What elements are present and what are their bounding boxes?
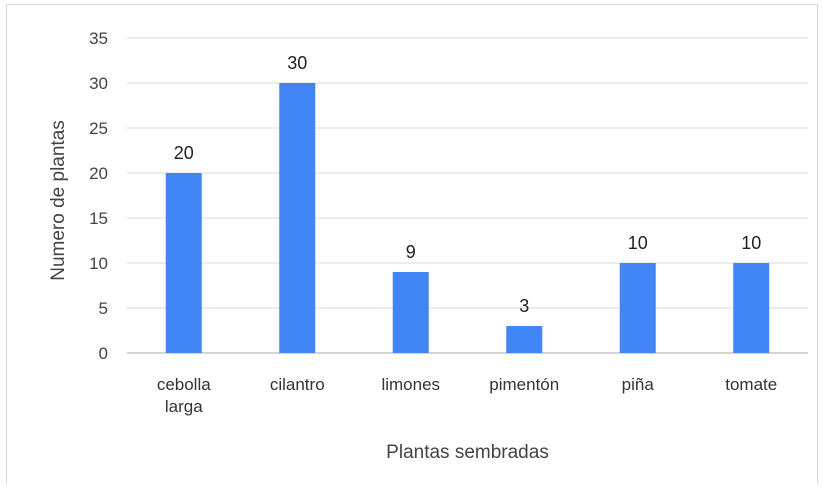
x-tick-label: cebolla [157, 375, 211, 394]
bar [733, 263, 770, 353]
x-tick-label: cilantro [270, 375, 325, 394]
y-tick-label: 5 [99, 299, 108, 318]
x-tick-labels: cebolla larga cilantro limones pimentón piña t… [157, 375, 777, 416]
x-tick-label: pimentón [489, 375, 559, 394]
x-tick-label: limones [381, 375, 440, 394]
y-tick-label: 25 [89, 119, 108, 138]
y-tick-label: 15 [89, 209, 108, 228]
gridlines [127, 37, 808, 354]
bar [165, 173, 202, 353]
bars [165, 83, 770, 353]
data-label: 3 [519, 296, 529, 316]
bar [392, 272, 429, 353]
bar [506, 326, 543, 353]
y-tick-label: 35 [89, 29, 108, 48]
data-label: 20 [174, 143, 194, 163]
data-label: 30 [287, 53, 307, 73]
chart-frame [6, 4, 818, 484]
x-axis-title: Plantas sembradas [386, 442, 549, 463]
x-tick-label: tomate [725, 375, 777, 394]
y-tick-label: 0 [99, 344, 108, 363]
bar [619, 263, 656, 353]
y-tick-label: 10 [89, 254, 108, 273]
data-label: 10 [741, 233, 761, 253]
data-label: 9 [406, 242, 416, 262]
y-tick-labels: 0 5 10 15 20 25 30 35 [89, 29, 108, 363]
bar [279, 83, 316, 353]
y-tick-label: 20 [89, 164, 108, 183]
y-tick-label: 30 [89, 74, 108, 93]
x-tick-label: piña [622, 375, 655, 394]
data-labels: 20 30 9 3 10 10 [174, 53, 762, 316]
data-label: 10 [628, 233, 648, 253]
y-axis-title: Numero de plantas [48, 120, 69, 281]
x-tick-label: larga [165, 397, 203, 416]
